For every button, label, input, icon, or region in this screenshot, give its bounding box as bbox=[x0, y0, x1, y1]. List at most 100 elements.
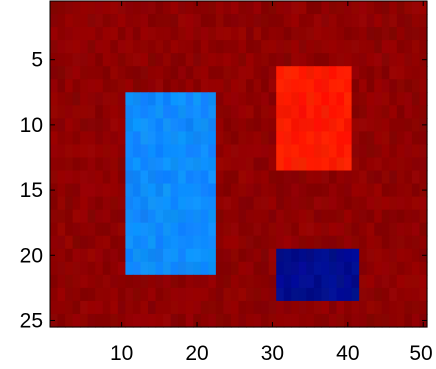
heatmap-cell bbox=[95, 183, 104, 198]
heatmap-cell bbox=[291, 209, 300, 224]
heatmap-cell-region bbox=[291, 287, 300, 302]
heatmap-cell-region bbox=[208, 144, 217, 159]
heatmap-cell bbox=[223, 183, 232, 198]
heatmap-cell bbox=[298, 40, 307, 54]
heatmap-cell-region bbox=[283, 261, 292, 276]
heatmap-cell bbox=[381, 261, 390, 276]
heatmap-cell-region bbox=[306, 105, 315, 119]
heatmap-cell bbox=[148, 287, 157, 302]
heatmap-cell bbox=[351, 118, 360, 132]
heatmap-cell bbox=[246, 27, 255, 41]
heatmap-cell-region bbox=[328, 261, 338, 276]
heatmap-cell-region bbox=[163, 261, 172, 276]
heatmap-cell bbox=[238, 92, 247, 106]
heatmap-cell bbox=[215, 79, 225, 93]
heatmap-cell bbox=[95, 105, 104, 119]
heatmap-cell bbox=[102, 274, 111, 289]
heatmap-cell-region bbox=[163, 105, 172, 119]
heatmap-cell bbox=[215, 1, 225, 15]
heatmap-cell bbox=[246, 235, 255, 250]
heatmap-cell bbox=[102, 1, 111, 15]
heatmap-cell bbox=[80, 183, 89, 198]
heatmap-cell bbox=[283, 183, 292, 198]
heatmap-cell-region bbox=[125, 183, 134, 198]
heatmap-cell bbox=[411, 183, 421, 198]
heatmap-cell bbox=[344, 27, 353, 41]
heatmap-cell bbox=[261, 92, 270, 106]
heatmap-cell bbox=[366, 40, 375, 54]
heatmap-cell bbox=[344, 196, 353, 211]
heatmap-cell bbox=[50, 300, 59, 315]
heatmap-cell bbox=[80, 131, 89, 146]
heatmap-cell-region bbox=[193, 131, 202, 146]
heatmap-cell bbox=[344, 1, 353, 15]
heatmap-cell bbox=[238, 79, 247, 93]
heatmap-cell-region bbox=[276, 66, 285, 80]
heatmap-cell bbox=[253, 105, 262, 119]
heatmap-cell bbox=[268, 14, 277, 28]
heatmap-cell-region bbox=[132, 196, 142, 211]
heatmap-cell bbox=[65, 170, 74, 185]
heatmap-cell-region bbox=[276, 131, 285, 146]
heatmap-cell bbox=[57, 235, 66, 250]
heatmap-cell bbox=[208, 27, 217, 41]
heatmap-cell bbox=[110, 14, 119, 28]
heatmap-cell bbox=[50, 170, 59, 185]
heatmap-cell bbox=[117, 235, 126, 250]
heatmap-cell bbox=[95, 27, 104, 41]
heatmap-cell bbox=[276, 313, 285, 328]
heatmap-cell-region bbox=[321, 105, 330, 119]
heatmap-cell bbox=[351, 300, 360, 315]
heatmap-cell bbox=[411, 157, 421, 172]
heatmap-cell bbox=[351, 313, 360, 328]
heatmap-cell bbox=[140, 1, 149, 15]
heatmap-cell bbox=[419, 209, 428, 224]
heatmap-cell bbox=[359, 287, 368, 302]
heatmap-cell bbox=[57, 248, 66, 263]
heatmap-cell bbox=[117, 105, 126, 119]
heatmap-cell-region bbox=[178, 222, 187, 237]
heatmap-cell-region bbox=[344, 105, 353, 119]
heatmap-cell bbox=[230, 196, 240, 211]
heatmap-cell bbox=[230, 300, 240, 315]
heatmap-cell bbox=[268, 66, 277, 80]
heatmap-cell bbox=[404, 261, 413, 276]
heatmap-cell bbox=[366, 118, 375, 132]
heatmap-cell bbox=[163, 1, 172, 15]
heatmap-cell bbox=[87, 274, 96, 289]
heatmap-cell bbox=[87, 222, 96, 237]
heatmap-cell bbox=[381, 66, 390, 80]
heatmap-cell bbox=[57, 105, 66, 119]
heatmap-cell bbox=[246, 79, 255, 93]
heatmap-cell bbox=[366, 66, 375, 80]
heatmap-cell bbox=[389, 222, 398, 237]
heatmap-cell-region bbox=[148, 248, 157, 263]
heatmap-cell bbox=[306, 209, 315, 224]
heatmap-cell bbox=[321, 196, 330, 211]
heatmap-cell bbox=[404, 105, 413, 119]
heatmap-cell bbox=[102, 313, 111, 328]
heatmap-cell bbox=[80, 196, 89, 211]
heatmap-cell bbox=[110, 40, 119, 54]
heatmap-cell bbox=[381, 183, 390, 198]
heatmap-cell bbox=[223, 53, 232, 67]
heatmap-cell bbox=[238, 118, 247, 132]
heatmap-cell bbox=[223, 157, 232, 172]
heatmap-cell bbox=[65, 40, 74, 54]
heatmap-cell bbox=[253, 170, 262, 185]
heatmap-cell bbox=[125, 14, 134, 28]
heatmap-cell bbox=[230, 222, 240, 237]
heatmap-cell bbox=[125, 66, 134, 80]
heatmap-cell bbox=[411, 105, 421, 119]
heatmap-cell bbox=[117, 92, 126, 106]
heatmap-cell bbox=[419, 131, 428, 146]
heatmap-cell bbox=[396, 105, 405, 119]
heatmap-cell-region bbox=[276, 248, 285, 263]
heatmap-cell bbox=[193, 14, 202, 28]
heatmap-cell bbox=[215, 170, 225, 185]
heatmap-cell bbox=[72, 209, 81, 224]
heatmap-cell bbox=[389, 261, 398, 276]
heatmap-cell bbox=[170, 274, 179, 289]
heatmap-cell bbox=[215, 27, 225, 41]
heatmap-cell-region bbox=[170, 196, 179, 211]
